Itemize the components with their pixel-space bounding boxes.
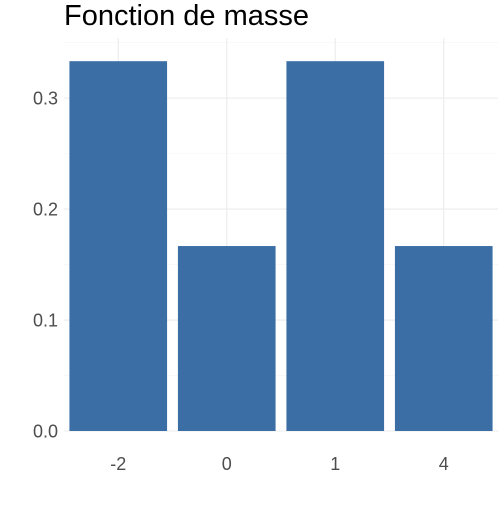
bars-layer (69, 61, 493, 431)
y-axis: 0.0 0.1 0.2 0.3 (33, 89, 58, 442)
x-tick-label: 4 (439, 454, 449, 474)
bar-1 (286, 61, 385, 431)
y-tick-label: 0.0 (33, 422, 58, 442)
bar-0 (177, 246, 276, 431)
y-tick-label: 0.2 (33, 200, 58, 220)
x-axis: -2 0 1 4 (110, 454, 449, 474)
y-tick-label: 0.3 (33, 89, 58, 109)
chart-title: Fonction de masse (64, 0, 310, 32)
y-tick-label: 0.1 (33, 311, 58, 331)
bar-4 (394, 246, 493, 431)
x-tick-label: -2 (110, 454, 126, 474)
bar--2 (69, 61, 168, 431)
x-tick-label: 1 (330, 454, 340, 474)
x-tick-label: 0 (222, 454, 232, 474)
